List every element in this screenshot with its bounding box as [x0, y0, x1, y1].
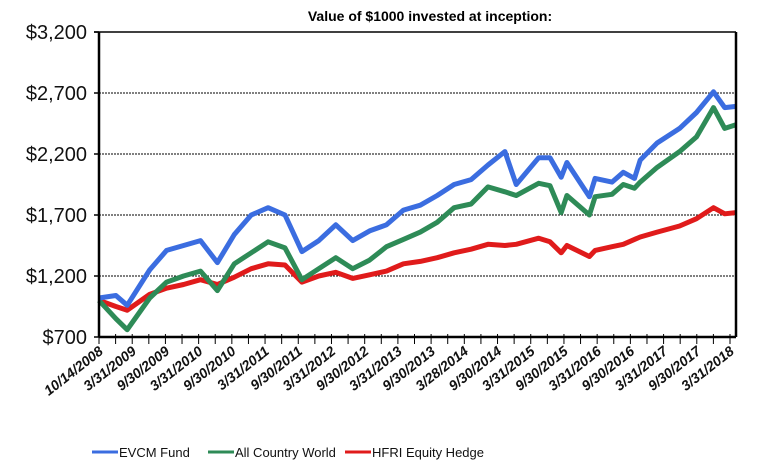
y-tick-label: $1,700 [26, 205, 87, 227]
chart-title: Value of $1000 invested at inception: [308, 8, 552, 24]
y-tick-label: $1,200 [26, 266, 87, 288]
y-tick-label: $2,700 [26, 83, 87, 105]
y-tick-label: $2,200 [26, 144, 87, 166]
series-line-all-country-world [97, 105, 737, 333]
legend-label: HFRI Equity Hedge [372, 445, 484, 460]
y-tick-label: $700 [43, 327, 88, 349]
legend-label: EVCM Fund [119, 445, 190, 460]
legend-item: HFRI Equity Hedge [345, 445, 484, 460]
legend-label: All Country World [235, 445, 336, 460]
legend-item: All Country World [208, 445, 336, 460]
y-tick-label: $3,200 [26, 22, 87, 44]
series-line-hfri-equity-hedge [98, 205, 737, 313]
series-line-evcm-fund [98, 89, 737, 308]
legend-item: EVCM Fund [92, 445, 190, 460]
